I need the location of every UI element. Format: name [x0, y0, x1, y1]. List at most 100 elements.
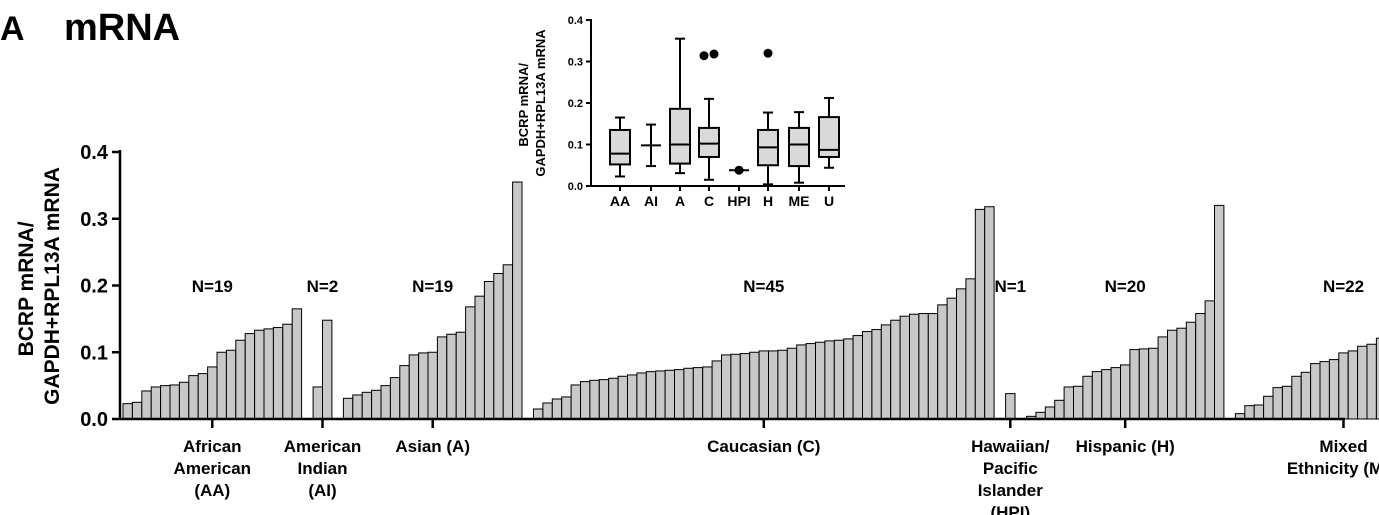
- main-y-tick-label: 0.2: [80, 276, 108, 298]
- iqr-box: [788, 126, 810, 168]
- data-bar: [909, 313, 920, 420]
- main-y-axis: 0.0 0.1 0.2 0.3 0.4: [80, 142, 122, 431]
- data-bar: [965, 278, 976, 420]
- data-bar: [342, 397, 354, 420]
- data-bar: [263, 328, 274, 420]
- group-category-label: Asian (A): [395, 437, 470, 456]
- group-n-label: N=1: [994, 277, 1026, 296]
- data-bar: [169, 384, 180, 420]
- inset-x-tick-label: C: [704, 193, 714, 209]
- data-bar: [427, 351, 438, 420]
- data-bar: [322, 319, 333, 420]
- data-bar: [352, 394, 363, 420]
- iqr-box: [669, 107, 691, 165]
- data-bar: [282, 323, 293, 420]
- data-bar: [918, 313, 929, 420]
- main-y-axis-label-line-2: GAPDH+RPL13A mRNA: [41, 167, 64, 405]
- data-bar: [483, 280, 495, 420]
- group-category-label-line: Pacific: [983, 459, 1038, 478]
- data-bar: [1253, 404, 1265, 420]
- data-bar: [1244, 405, 1255, 420]
- group-category-label: Hawaiian/Pacific Islander (HPI): [971, 437, 1050, 515]
- main-bar-chart: BCRP mRNA/ GAPDH+RPL13A mRNA 0.0 0.1 0.2 0.…: [15, 142, 1379, 515]
- data-bar: [1063, 386, 1074, 420]
- data-bar: [533, 408, 544, 420]
- data-bar: [702, 366, 713, 420]
- iqr-box: [609, 128, 631, 166]
- inset-y-tick-label: 0.3: [568, 57, 583, 69]
- data-bar: [956, 288, 967, 420]
- group-n-label: N=19: [412, 277, 453, 296]
- data-bar: [1073, 385, 1084, 420]
- data-bar: [1328, 359, 1340, 420]
- data-bar: [739, 353, 751, 420]
- data-bar: [1138, 348, 1150, 420]
- iqr-box: [818, 116, 840, 158]
- data-bar: [711, 360, 722, 420]
- data-bar: [399, 365, 410, 420]
- inset-y-tick-label: 0.2: [568, 98, 583, 110]
- data-bar: [880, 324, 892, 420]
- data-bar: [890, 319, 901, 420]
- group-category-label-line: American: [174, 459, 251, 478]
- panel-title: mRNA: [64, 7, 180, 49]
- inset-boxes: AA AI A C HPI H ME U: [609, 37, 840, 209]
- data-bar: [589, 379, 600, 420]
- data-bar: [1148, 347, 1159, 420]
- data-bar: [1204, 300, 1215, 420]
- data-bar: [1185, 321, 1197, 420]
- data-bar: [1082, 375, 1093, 420]
- data-bar: [796, 344, 807, 420]
- data-bar: [692, 367, 704, 420]
- data-bar: [160, 385, 171, 420]
- data-bar: [843, 338, 854, 420]
- group-category-label-line: Indian: [297, 459, 347, 478]
- data-bar: [683, 367, 694, 420]
- data-bar: [1338, 352, 1349, 420]
- data-bar: [1375, 337, 1379, 420]
- group-category-label-line: (HPI): [990, 503, 1030, 515]
- data-bar: [235, 339, 246, 420]
- data-bar: [1366, 343, 1377, 420]
- main-x-axis: N=19 African American (AA) N=2 American Indian…: [120, 277, 1379, 515]
- inset-y-axis-label-line-2: GAPDH+RPL13A mRNA: [533, 29, 548, 177]
- data-bar: [570, 384, 581, 420]
- inset-y-tick-label: 0.0: [568, 181, 583, 193]
- data-bar: [272, 327, 284, 420]
- main-y-tick-label: 0.1: [80, 342, 108, 364]
- group-category-label: Mixed Ethnicity (ME): [1287, 437, 1379, 478]
- data-bar: [852, 335, 863, 420]
- data-bar: [645, 371, 657, 420]
- main-y-axis-label: BCRP mRNA/ GAPDH+RPL13A mRNA: [15, 167, 64, 405]
- data-bar: [254, 329, 265, 420]
- panel-label: A: [0, 10, 25, 48]
- data-bar: [768, 350, 779, 420]
- group-n-label: N=22: [1323, 277, 1364, 296]
- main-y-tick-label: 0.4: [80, 142, 109, 164]
- data-bar: [216, 351, 227, 420]
- group-category-label: Hispanic (H): [1076, 437, 1175, 456]
- group-category-label: Caucasian (C): [707, 437, 820, 456]
- data-bar: [1120, 364, 1131, 420]
- group-category-label-line: Hispanic (H): [1076, 437, 1175, 456]
- data-bar: [664, 369, 675, 420]
- group-category-label-line: (AA): [194, 481, 230, 500]
- data-bar: [1005, 393, 1016, 420]
- data-bar: [408, 354, 420, 420]
- main-y-tick-label: 0.0: [80, 409, 108, 431]
- iqr-box: [698, 126, 720, 158]
- group-category-label: African American (AA): [174, 437, 251, 500]
- data-bar: [608, 377, 619, 420]
- outlier-point: [763, 48, 773, 58]
- data-bar: [1272, 387, 1283, 420]
- data-bar: [617, 375, 628, 420]
- group-category-label-line: Asian (A): [395, 437, 470, 456]
- group-category-label-line: Islander: [978, 481, 1044, 500]
- data-bar: [1347, 350, 1359, 420]
- data-bar: [1129, 349, 1140, 420]
- data-bar: [1300, 371, 1312, 420]
- data-bar: [207, 366, 218, 420]
- data-bar: [1263, 395, 1274, 420]
- group-n-label: N=19: [192, 277, 233, 296]
- group-category-label-line: Mixed: [1319, 437, 1367, 456]
